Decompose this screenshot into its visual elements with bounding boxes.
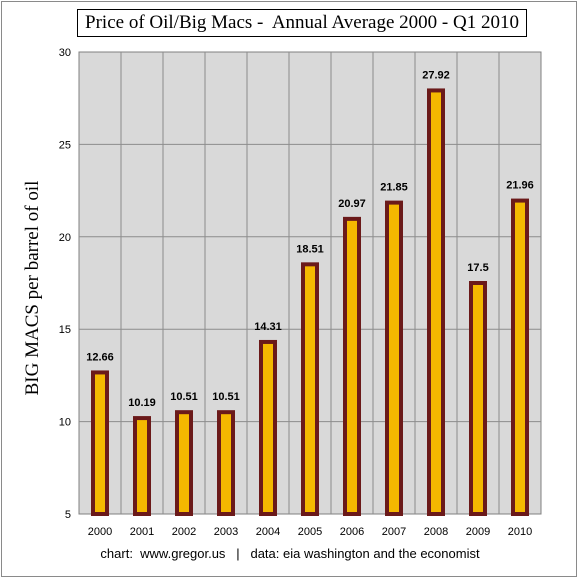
x-tick-label-2009: 2009 xyxy=(466,526,490,538)
bars xyxy=(91,88,529,517)
bar-2010 xyxy=(511,198,529,516)
data-label-2000: 12.66 xyxy=(86,351,114,363)
data-label-2003: 10.51 xyxy=(212,391,240,403)
x-axis-ticks: 2000 2001 2002 2003 2004 2005 2006 2007 2008 2009… xyxy=(88,526,532,538)
x-tick-label-2010: 2010 xyxy=(508,526,532,538)
x-tick-label-2005: 2005 xyxy=(298,526,322,538)
bar-2008 xyxy=(427,88,445,517)
chart-footer-credit: chart: www.gregor.us | data: eia washing… xyxy=(100,546,480,561)
data-label-2007: 21.85 xyxy=(380,182,408,194)
data-label-2009: 17.5 xyxy=(467,262,488,274)
bar-2003 xyxy=(217,410,235,516)
x-tick-label-2001: 2001 xyxy=(130,526,154,538)
x-tick-label-2008: 2008 xyxy=(424,526,448,538)
bar-2006 xyxy=(343,216,361,517)
x-tick-label-2007: 2007 xyxy=(382,526,406,538)
y-tick-label: 15 xyxy=(59,324,71,336)
data-label-2001: 10.19 xyxy=(128,397,156,409)
bar-2004 xyxy=(259,339,277,516)
y-axis-label: BIG MACS per barrel of oil xyxy=(22,180,43,396)
data-label-2002: 10.51 xyxy=(170,391,198,403)
x-tick-label-2002: 2002 xyxy=(172,526,196,538)
chart-title: Price of Oil/Big Macs - Annual Average 2… xyxy=(77,9,527,37)
y-tick-label: 5 xyxy=(65,509,71,521)
x-tick-label-2006: 2006 xyxy=(340,526,364,538)
bar-2007 xyxy=(385,200,403,516)
y-tick-label: 25 xyxy=(59,139,71,151)
data-label-2010: 21.96 xyxy=(506,180,534,192)
y-tick-label: 30 xyxy=(59,47,71,59)
data-label-2004: 14.31 xyxy=(254,321,282,333)
data-label-2006: 20.97 xyxy=(338,198,366,210)
bar-2005 xyxy=(301,262,319,516)
bar-2009 xyxy=(469,281,487,516)
x-tick-label-2003: 2003 xyxy=(214,526,238,538)
bar-2001 xyxy=(133,416,151,517)
data-label-2008: 27.92 xyxy=(422,69,450,81)
bar-2000 xyxy=(91,370,109,516)
y-tick-label: 10 xyxy=(59,417,71,429)
bar-2002 xyxy=(175,410,193,516)
y-axis-ticks: 5 10 15 20 25 30 xyxy=(59,47,71,521)
x-tick-label-2000: 2000 xyxy=(88,526,112,538)
data-label-2005: 18.51 xyxy=(296,243,324,255)
data-labels: 12.66 10.19 10.51 10.51 14.31 18.51 20.97 21.85… xyxy=(86,69,534,409)
x-tick-label-2004: 2004 xyxy=(256,526,280,538)
y-tick-label: 20 xyxy=(59,232,71,244)
